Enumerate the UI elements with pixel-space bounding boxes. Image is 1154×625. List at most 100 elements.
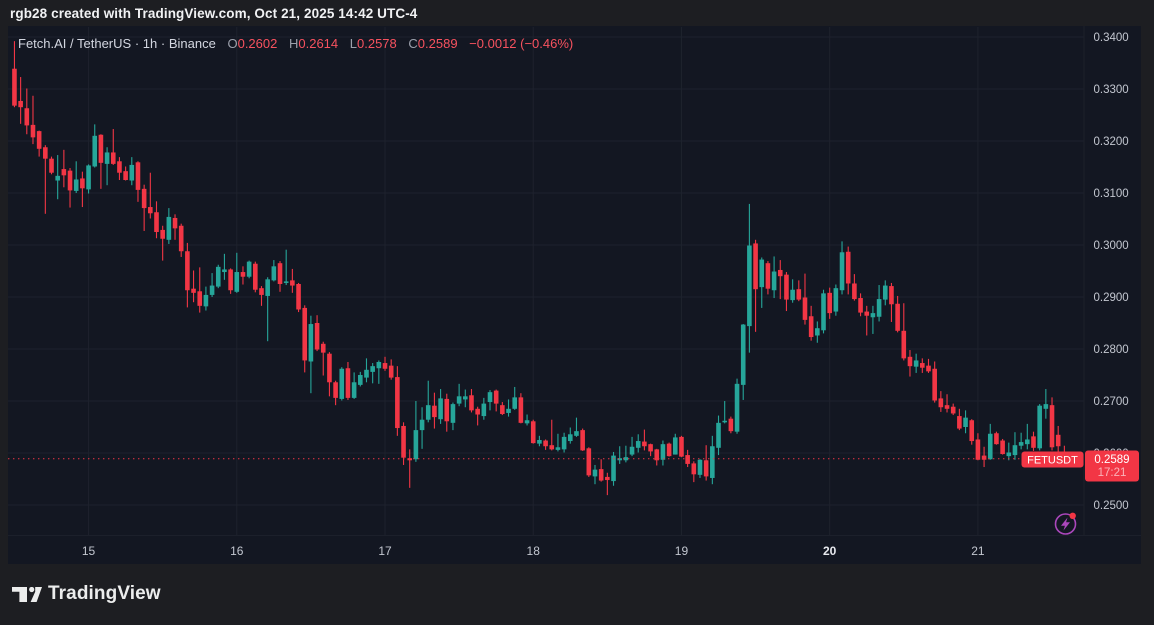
candle (253, 261, 258, 293)
candle (24, 88, 30, 135)
candle (191, 270, 196, 303)
price-scale-label[interactable]: 0.3100 (1094, 188, 1129, 200)
candle (815, 321, 820, 343)
candle (561, 432, 567, 453)
candle (765, 261, 771, 295)
candle (710, 435, 715, 485)
candle (586, 447, 592, 477)
candle (530, 419, 536, 444)
candle (617, 446, 622, 464)
candle (537, 435, 542, 447)
open-key: O (227, 36, 238, 51)
candle (80, 171, 85, 208)
candle (623, 445, 629, 463)
candle (1055, 425, 1061, 452)
candle (913, 353, 919, 373)
candle (654, 448, 660, 466)
candle (833, 284, 839, 316)
candle (672, 433, 678, 455)
candle (166, 208, 172, 244)
candle (129, 157, 135, 186)
price-scale-label[interactable]: 0.3200 (1094, 136, 1129, 148)
candle (920, 358, 925, 373)
candle (679, 435, 684, 458)
candle (549, 419, 555, 451)
candle (481, 397, 487, 420)
candle (1037, 404, 1042, 451)
candle (178, 223, 184, 257)
candle (185, 242, 190, 308)
candle (592, 464, 598, 485)
candlestick-chart[interactable]: 0.3400 0.3300 0.3200 0.3100 0.3000 0.2900 0.28… (8, 26, 1141, 564)
tradingview-logo-icon[interactable] (12, 586, 42, 602)
low-value: 0.2578 (357, 36, 397, 51)
candle (67, 168, 73, 208)
time-scale-label[interactable]: 18 (527, 544, 541, 558)
candle (259, 286, 264, 306)
time-scale-label[interactable]: 21 (971, 544, 985, 558)
candle (73, 161, 79, 193)
time-scale-label[interactable]: 17 (378, 544, 392, 558)
time-scale-label[interactable]: 15 (82, 544, 96, 558)
candle (796, 280, 802, 302)
candle (160, 225, 165, 261)
candle (401, 422, 406, 465)
candle (957, 408, 962, 431)
candles-series (12, 41, 1067, 496)
candle (265, 277, 270, 342)
candle (574, 417, 579, 437)
candle (351, 372, 357, 399)
candle (759, 257, 765, 308)
time-scale-label[interactable]: 20 (823, 544, 837, 558)
candle (1018, 432, 1024, 450)
lightning-button[interactable] (1054, 512, 1077, 535)
candle (506, 399, 511, 417)
price-scale-label[interactable]: 0.3400 (1094, 32, 1129, 44)
candle (215, 264, 221, 289)
candle (395, 366, 400, 436)
high-value: 0.2614 (298, 36, 339, 51)
symbol-title[interactable]: Fetch.AI / TetherUS (18, 36, 132, 51)
tradingview-wordmark[interactable]: TradingView (48, 583, 161, 604)
open-value: 0.2602 (237, 36, 278, 51)
candle (18, 77, 23, 124)
price-scale-label[interactable]: 0.2900 (1094, 292, 1129, 304)
candle (858, 293, 863, 317)
candle (648, 443, 653, 457)
candle (697, 459, 703, 478)
candle (852, 274, 857, 301)
interval-label[interactable]: 1h (142, 36, 158, 51)
candle (1000, 438, 1005, 455)
price-scale-label[interactable]: 0.3000 (1094, 240, 1129, 252)
candle (969, 419, 975, 445)
price-scale-label[interactable]: 0.2700 (1094, 396, 1129, 408)
candle (740, 324, 746, 400)
candle (950, 403, 956, 416)
price-scale-label[interactable]: 0.2800 (1094, 344, 1129, 356)
candle (141, 184, 147, 231)
candle (148, 172, 153, 219)
candle (376, 360, 382, 384)
candle (49, 156, 54, 175)
chart-widget: 0.3400 0.3300 0.3200 0.3100 0.3000 0.2900 0.28… (8, 26, 1141, 564)
exchange-label[interactable]: Binance (168, 36, 216, 51)
candle (61, 149, 67, 188)
candle (36, 130, 42, 157)
time-scale-label[interactable]: 16 (230, 544, 244, 558)
candle (469, 389, 474, 413)
candle (524, 414, 530, 426)
time-scale-label[interactable]: 19 (675, 544, 689, 558)
candle (518, 393, 524, 424)
candle (444, 393, 450, 432)
candle (635, 434, 641, 453)
candle (364, 358, 369, 383)
svg-text:FETUSDT: FETUSDT (1027, 455, 1078, 467)
symbol-legend[interactable]: Fetch.AI / TetherUS · 1h · Binance O0.26… (18, 36, 573, 52)
candle (963, 410, 968, 434)
svg-text:17:21: 17:21 (1098, 467, 1127, 479)
price-scale-label[interactable]: 0.2500 (1094, 500, 1129, 512)
price-scale-label[interactable]: 0.3300 (1094, 84, 1129, 96)
candle (135, 161, 141, 202)
